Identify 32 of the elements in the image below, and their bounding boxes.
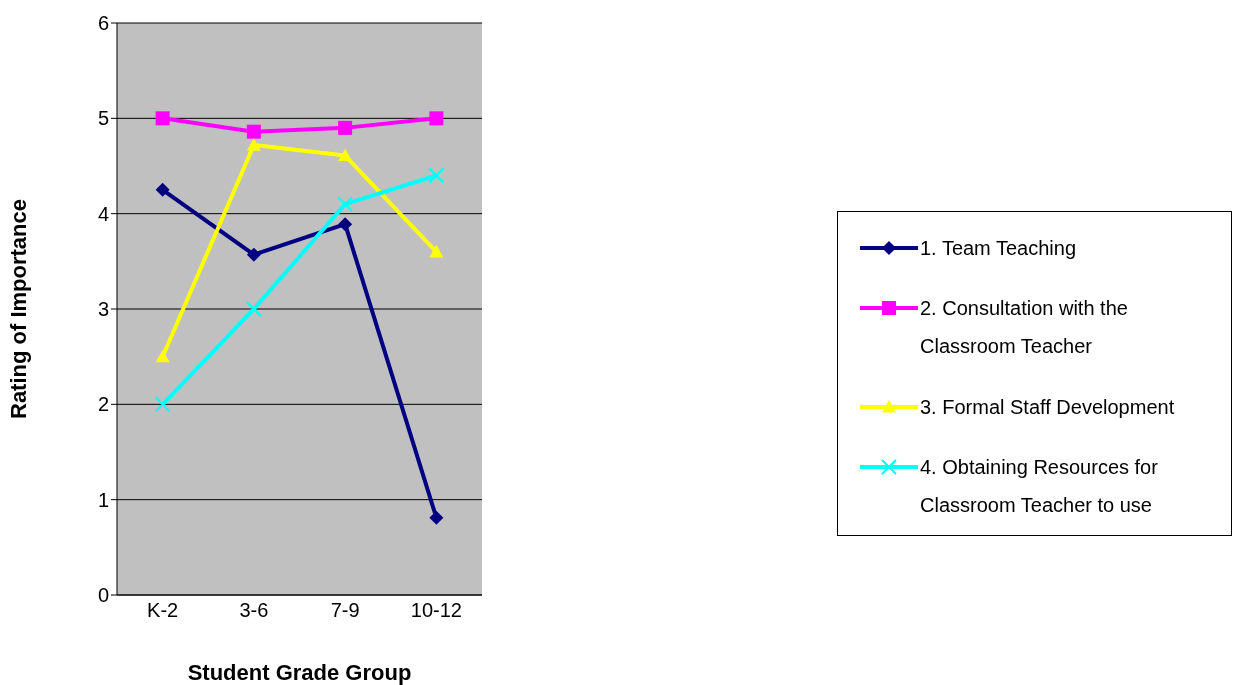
point: [155, 111, 170, 126]
point: [155, 182, 170, 197]
y-tick-label: 4: [97, 202, 109, 225]
point: [429, 244, 444, 258]
y-tick-label: 2: [97, 393, 109, 416]
x-tick-label: 10-12: [410, 599, 462, 622]
y-tick-label: 1: [97, 488, 109, 511]
x-tick-label: 7-9: [330, 599, 360, 622]
point: [337, 196, 354, 213]
legend-label: 1. Team Teaching: [920, 236, 1078, 262]
y-tick-label: 0: [97, 584, 109, 607]
legend-label: 3. Formal Staff Development: [920, 394, 1176, 420]
y-tick-label: 6: [97, 12, 109, 35]
point: [154, 396, 171, 413]
point: [246, 247, 261, 262]
point: [338, 148, 353, 162]
point: [246, 138, 261, 151]
y-tick-label: 5: [97, 107, 109, 130]
x-tick-label: K-2: [147, 599, 179, 622]
point: [338, 120, 353, 135]
point: [338, 217, 353, 232]
point: [246, 124, 261, 139]
y-axis-title: Rating of Importance: [5, 198, 31, 420]
legend-label: 2. Consultation with the Classroom Teacher: [920, 296, 1129, 360]
x-tick-label: 3-6: [239, 599, 269, 622]
legend-label: 4. Obtaining Resources for Classroom Teacher to use: [920, 454, 1159, 518]
point: [429, 510, 444, 525]
point: [429, 111, 444, 126]
y-tick-label: 3: [97, 298, 109, 321]
point: [428, 167, 445, 184]
point: [155, 349, 170, 363]
x-axis-title: Student Grade Group: [187, 660, 412, 685]
